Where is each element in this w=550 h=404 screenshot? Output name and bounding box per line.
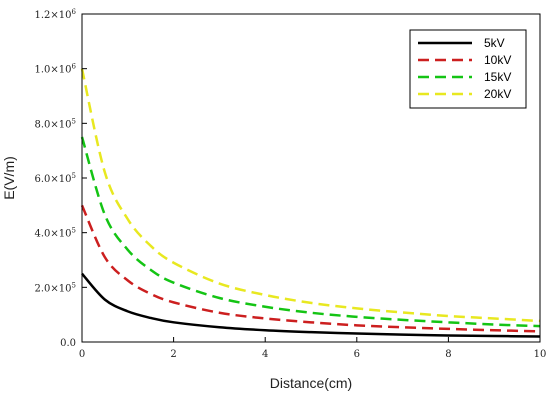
legend-label-20kv: 20kV <box>484 87 511 101</box>
y-tick-label: 0.0 <box>60 338 76 349</box>
legend: 5kV 10kV 15kV 20kV <box>409 29 527 109</box>
y-tick-label: 8.0×105 <box>35 117 76 130</box>
y-tick-label: 4.0×105 <box>35 227 76 240</box>
x-tick-label: 6 <box>354 349 360 360</box>
series-line-10kv <box>80 204 541 333</box>
y-tick-label: 2.0×105 <box>35 281 76 294</box>
y-axis-title: E(V/m) <box>1 156 17 200</box>
x-tick-label: 8 <box>445 349 451 360</box>
y-tick-label: 6.0×105 <box>35 172 76 185</box>
x-axis-title: Distance(cm) <box>270 375 352 391</box>
series-line-5kv <box>81 272 541 338</box>
series-line-15kv <box>80 136 541 328</box>
y-tick-label: 1.2×106 <box>35 8 77 21</box>
legend-label-15kv: 15kV <box>484 70 511 84</box>
legend-label-10kv: 10kV <box>484 53 511 67</box>
x-tick-label: 10 <box>534 349 547 360</box>
legend-label-5kv: 5kV <box>484 36 505 50</box>
x-tick-label: 0 <box>79 349 85 360</box>
series-layer <box>80 68 541 338</box>
x-tick-label: 2 <box>170 349 176 360</box>
x-tick-label: 4 <box>262 349 268 360</box>
ticks-layer: 0 2 4 6 8 10 0.0 2.0×105 4.0×105 6.0×105 8.0×105 1.… <box>35 8 547 360</box>
y-tick-label: 1.0×106 <box>35 63 77 76</box>
